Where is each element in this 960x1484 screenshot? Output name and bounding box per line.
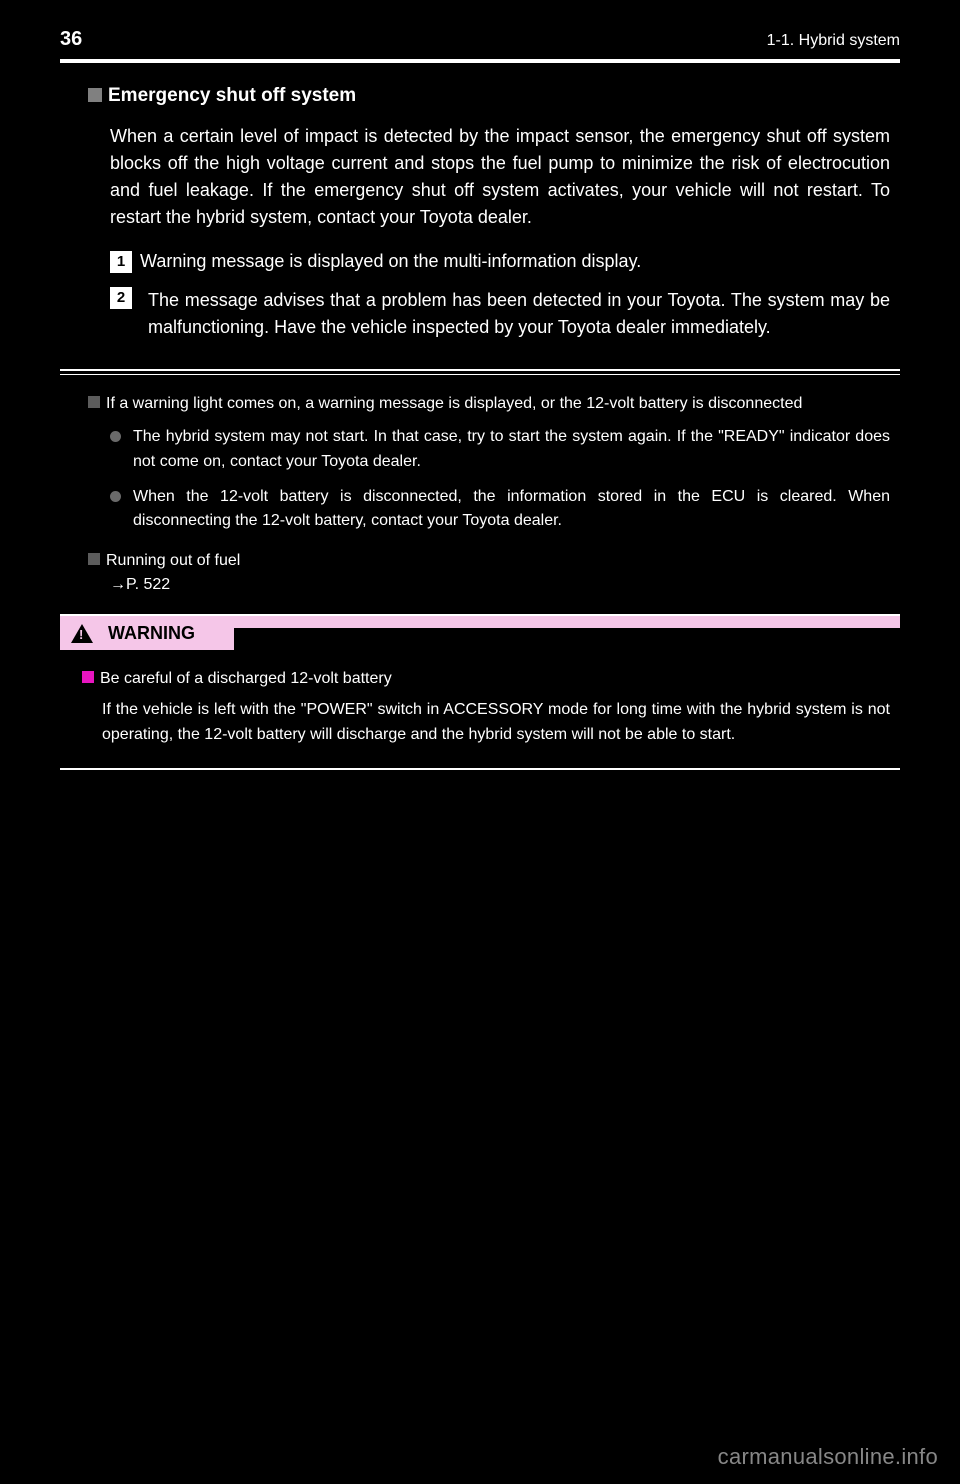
warning-box: WARNING Be careful of a discharged 12-vo… [60,614,900,770]
note-1-bullet-2-text: When the 12-volt battery is disconnected… [133,485,890,535]
note-1-bullet-1: The hybrid system may not start. In that… [110,425,890,475]
breadcrumb: 1-1. Hybrid system [767,32,900,50]
warning-triangle-icon [71,624,93,643]
note-2-title-text: Running out of fuel [106,552,240,569]
note-square-icon [88,396,100,408]
warning-label: WARNING [104,616,234,650]
note-square-icon [88,553,100,565]
warning-item-title: Be careful of a discharged 12-volt batte… [82,670,900,688]
header-rule [60,59,900,63]
numbox-2-icon: 2 [110,287,132,309]
double-divider [60,369,900,375]
page: 36 1-1. Hybrid system Emergency shut off… [0,0,960,1484]
note-1-title-text: If a warning light comes on, a warning m… [106,395,802,412]
section-title: Emergency shut off system [88,85,900,107]
section-title-text: Emergency shut off system [108,85,356,106]
note-2-ref: →P. 522 [110,576,900,594]
bullet-icon [110,431,121,442]
note-2-title: Running out of fuel [88,552,900,570]
warning-item-title-text: Be careful of a discharged 12-volt batte… [100,670,392,687]
watermark: carmanualsonline.info [718,1444,938,1470]
note-1-bullet-1-text: The hybrid system may not start. In that… [133,425,890,475]
numbox-1-icon: 1 [110,251,132,273]
step-2-text: The message advises that a problem has b… [148,287,890,341]
intro-paragraph: When a certain level of impact is detect… [110,123,890,231]
step-1-text: Warning message is displayed on the mult… [140,251,641,271]
warning-strip [234,616,900,628]
section-square-icon [88,88,102,102]
bullet-icon [110,491,121,502]
warning-triangle-wrap [60,616,104,650]
warning-header: WARNING [60,616,900,650]
step-1: 1 Warning message is displayed on the mul… [110,251,900,273]
page-number: 36 [60,28,82,51]
warning-square-icon [82,671,94,683]
note-1-bullet-2: When the 12-volt battery is disconnected… [110,485,890,535]
warning-body: If the vehicle is left with the "POWER" … [102,698,890,748]
page-header: 36 1-1. Hybrid system [60,28,900,51]
note-1-title: If a warning light comes on, a warning m… [88,395,900,413]
